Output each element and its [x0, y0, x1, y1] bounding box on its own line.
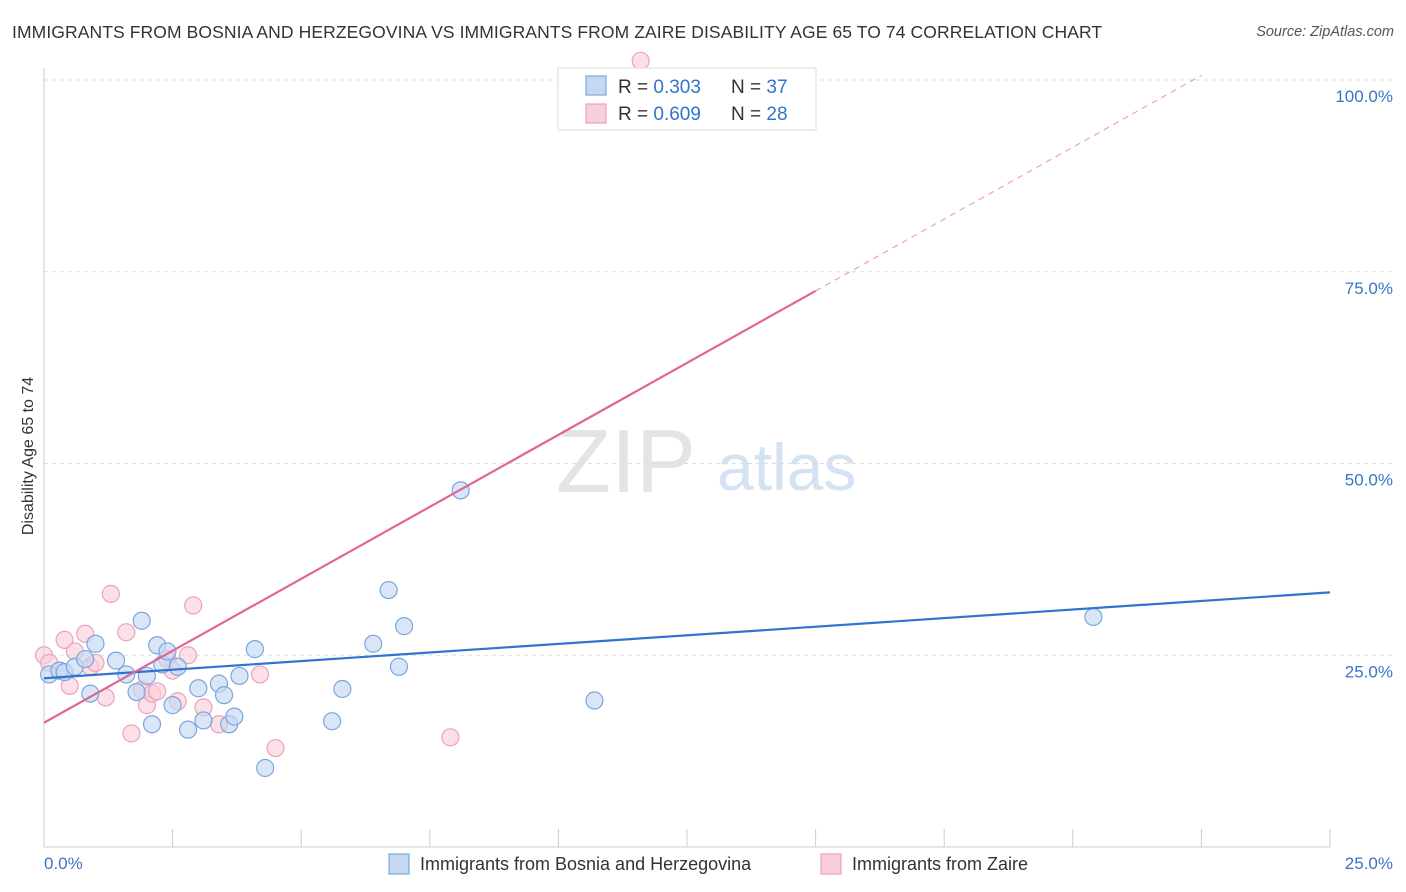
bosnia-point[interactable]	[189, 679, 208, 698]
zaire-point[interactable]	[441, 728, 460, 747]
zaire-trend-extension	[815, 74, 1202, 292]
watermark-atlas: atlas	[717, 430, 856, 504]
bosnia-point[interactable]	[322, 712, 342, 731]
y-axis-title: Disability Age 65 to 74	[20, 377, 37, 535]
bosnia-point[interactable]	[364, 634, 383, 653]
stats-swatch-bosnia	[585, 75, 607, 96]
y-tick-label: 75.0%	[1345, 279, 1393, 298]
zaire-trend-line	[43, 289, 817, 724]
bosnia-point[interactable]	[214, 686, 234, 705]
x-tick-label-max: 25.0%	[1345, 854, 1393, 873]
stats-n-value-bosnia: 37	[766, 77, 787, 98]
bosnia-point[interactable]	[379, 580, 398, 600]
zaire-point[interactable]	[101, 584, 120, 603]
legend-swatch-zaire[interactable]	[820, 853, 842, 875]
zaire-point[interactable]	[122, 724, 141, 743]
bosnia-point[interactable]	[76, 649, 95, 669]
legend-label-bosnia[interactable]: Immigrants from Bosnia and Herzegovina	[420, 854, 752, 874]
bosnia-point[interactable]	[225, 707, 244, 726]
stats-legend: R = 0.303 N = 37 R = 0.609 N = 28	[557, 67, 817, 131]
legend-label-zaire[interactable]: Immigrants from Zaire	[852, 854, 1028, 874]
svg-text:R = 0.303: R = 0.303	[618, 77, 701, 98]
bosnia-point[interactable]	[178, 720, 198, 739]
trend-layer	[43, 74, 1331, 724]
bosnia-point[interactable]	[230, 666, 249, 686]
stats-r-label-zaire: R =	[618, 104, 653, 125]
zaire-point[interactable]	[266, 738, 285, 758]
svg-text:R = 0.609: R = 0.609	[618, 104, 701, 125]
bosnia-point[interactable]	[168, 657, 187, 676]
bosnia-point[interactable]	[245, 640, 265, 659]
points-layer	[34, 51, 1103, 778]
bosnia-point[interactable]	[142, 715, 162, 734]
bosnia-point[interactable]	[132, 611, 151, 630]
zaire-point[interactable]	[631, 51, 650, 70]
y-tick-label: 25.0%	[1345, 662, 1393, 681]
stats-swatch-zaire	[585, 103, 607, 124]
bosnia-point[interactable]	[194, 711, 213, 730]
stats-n-label-zaire: N =	[731, 104, 766, 125]
zaire-point[interactable]	[184, 596, 203, 615]
bosnia-point[interactable]	[333, 679, 352, 699]
bosnia-trend-line	[43, 591, 1331, 680]
bosnia-point[interactable]	[163, 696, 182, 715]
zaire-point[interactable]	[55, 630, 74, 650]
bosnia-point[interactable]	[127, 682, 146, 702]
axis-layer	[43, 68, 1330, 848]
bosnia-point[interactable]	[1084, 607, 1103, 627]
x-tick-label-min: 0.0%	[44, 854, 83, 873]
svg-text:N = 28: N = 28	[731, 104, 788, 125]
grid-layer: 25.0% 50.0% 75.0% 100.0%	[43, 79, 1393, 847]
bottom-legend: Immigrants from Bosnia and Herzegovina I…	[388, 853, 1028, 875]
bosnia-point[interactable]	[389, 657, 409, 676]
y-tick-label: 50.0%	[1345, 471, 1393, 490]
stats-n-label-bosnia: N =	[731, 77, 766, 98]
stats-r-value-zaire: 0.609	[653, 104, 701, 125]
stats-n-value-zaire: 28	[766, 104, 787, 125]
chart-title: IMMIGRANTS FROM BOSNIA AND HERZEGOVINA V…	[12, 22, 1103, 42]
bosnia-point[interactable]	[81, 684, 100, 703]
bosnia-point[interactable]	[256, 758, 275, 778]
stats-r-value-bosnia: 0.303	[653, 77, 701, 98]
bosnia-point[interactable]	[106, 651, 126, 670]
zaire-point[interactable]	[148, 682, 167, 701]
source-credit: Source: ZipAtlas.com	[1256, 24, 1394, 40]
bosnia-point[interactable]	[86, 634, 105, 653]
bosnia-point[interactable]	[394, 617, 414, 636]
watermark-zip: ZIP	[556, 412, 696, 512]
zaire-point[interactable]	[250, 665, 270, 684]
zaire-point[interactable]	[178, 646, 198, 665]
svg-text:N = 37: N = 37	[731, 77, 788, 98]
zaire-point[interactable]	[117, 623, 136, 642]
y-tick-label: 100.0%	[1335, 87, 1393, 106]
bosnia-point[interactable]	[585, 691, 604, 710]
stats-r-label-bosnia: R =	[618, 77, 653, 98]
legend-swatch-bosnia[interactable]	[388, 853, 410, 875]
